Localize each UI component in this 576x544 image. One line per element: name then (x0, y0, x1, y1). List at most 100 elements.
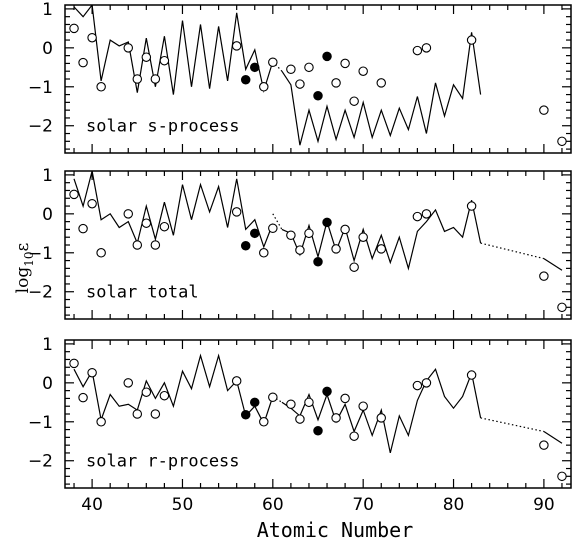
observed-point-filled (313, 256, 323, 267)
observed-point-open (69, 189, 79, 200)
y-tick-label: −2 (28, 452, 53, 472)
panel-label: solar r-process (86, 452, 240, 472)
y-tick-label: 1 (42, 335, 53, 355)
y-tick-label: 1 (42, 166, 53, 186)
observed-point-open (268, 392, 278, 403)
observed-point-open (141, 52, 152, 62)
observed-point-open (412, 211, 423, 222)
observed-point-open (69, 23, 79, 34)
observed-point-open (421, 43, 432, 53)
observed-point-open (376, 244, 386, 254)
observed-point-open (466, 201, 477, 211)
observed-point-open (340, 224, 350, 235)
x-tick-label: 50 (172, 495, 194, 515)
observed-point-open (349, 96, 359, 106)
series-lines (73, 353, 563, 454)
observed-point-open (268, 223, 278, 234)
observed-point-open (340, 393, 350, 404)
observed-point-open (78, 392, 88, 403)
y-axis-title: log10ε (13, 242, 36, 293)
observed-point-open (123, 43, 134, 53)
observed-point-open (69, 358, 79, 369)
observed-point-open (331, 78, 341, 88)
model-line (73, 353, 274, 426)
panels: 1 0 −1 −2 solar s-process 1 0 −1 −2 solar total 1 0… (28, 0, 572, 515)
observed-point-open (286, 64, 296, 75)
observed-point-open (87, 198, 97, 209)
y-tick-label: −2 (28, 117, 53, 137)
model-line (281, 200, 482, 271)
y-tick-label: 0 (42, 205, 53, 225)
observed-point-open (466, 370, 477, 380)
observed-point-open (539, 105, 549, 115)
model-line-interpolated (480, 242, 545, 260)
observed-point-open (358, 232, 368, 242)
observed-point-open (421, 378, 432, 388)
x-tick-label: 70 (352, 495, 374, 515)
observed-point-open (304, 397, 314, 408)
observed-point-open (141, 218, 152, 228)
observed-point-open (358, 401, 368, 411)
observed-point-filled (250, 228, 260, 239)
observed-point-open (150, 240, 161, 250)
observed-point-open (304, 228, 314, 239)
observed-point-open (539, 440, 549, 450)
observed-point-open (123, 209, 134, 219)
y-tick-label: 0 (42, 39, 53, 59)
model-line-interpolated (272, 213, 283, 230)
observed-point-open (286, 399, 296, 410)
observed-point-open (557, 471, 567, 482)
observed-point-open (87, 32, 97, 43)
observed-point-filled (250, 62, 260, 73)
panel-3: 1 0 −1 −2 solar r-process 40 50 60 70 80 90 (28, 335, 572, 515)
observed-point-open (87, 367, 97, 378)
observed-point-filled (322, 386, 332, 397)
observed-point-open (150, 409, 161, 419)
observed-point-open (132, 74, 143, 84)
observed-point-filled (322, 51, 332, 62)
observed-point-open (78, 57, 88, 68)
series-lines (73, 171, 563, 271)
model-line (73, 5, 274, 95)
observed-point-open (123, 378, 134, 388)
observed-point-open (259, 248, 269, 258)
observed-point-open (159, 390, 170, 401)
observed-point-open (557, 302, 567, 313)
observed-point-open (132, 409, 143, 419)
svg-text:log10ε: log10ε (13, 242, 36, 293)
observed-point-open (358, 66, 368, 76)
observed-point-open (231, 41, 242, 51)
panel-2: 1 0 −1 −2 solar total (28, 166, 572, 320)
observed-point-open (286, 230, 296, 241)
model-line-interpolated (480, 417, 545, 433)
x-tick-label: 60 (262, 495, 284, 515)
y-tick-label: −1 (28, 413, 53, 433)
observed-point-open (376, 78, 386, 88)
observed-point-open (557, 136, 567, 147)
y-tick-label: 0 (42, 374, 53, 394)
y-axis-title-sub: 10 (22, 251, 36, 266)
y-axis-title-eps: ε (13, 242, 33, 251)
observed-point-open (349, 262, 359, 272)
x-axis-title: Atomic Number (257, 518, 414, 542)
observed-point-open (421, 209, 432, 219)
observed-point-open (295, 245, 305, 255)
x-tick-label: 90 (533, 495, 555, 515)
observed-point-open (159, 221, 170, 232)
series-lines (73, 5, 482, 146)
observed-point-open (141, 387, 152, 397)
observed-point-open (78, 223, 88, 234)
observed-point-open (259, 82, 269, 92)
observed-point-open (376, 413, 386, 423)
observed-point-open (295, 79, 305, 89)
model-line (73, 171, 274, 249)
observed-point-open (259, 417, 269, 427)
observed-point-filled (240, 75, 251, 85)
observed-point-open (295, 414, 305, 424)
observed-point-open (331, 244, 341, 254)
observed-point-open (96, 248, 106, 258)
observed-point-open (340, 58, 350, 69)
observed-point-open (96, 82, 106, 92)
y-tick-label: −1 (28, 78, 53, 98)
panel-label: solar s-process (86, 117, 240, 137)
